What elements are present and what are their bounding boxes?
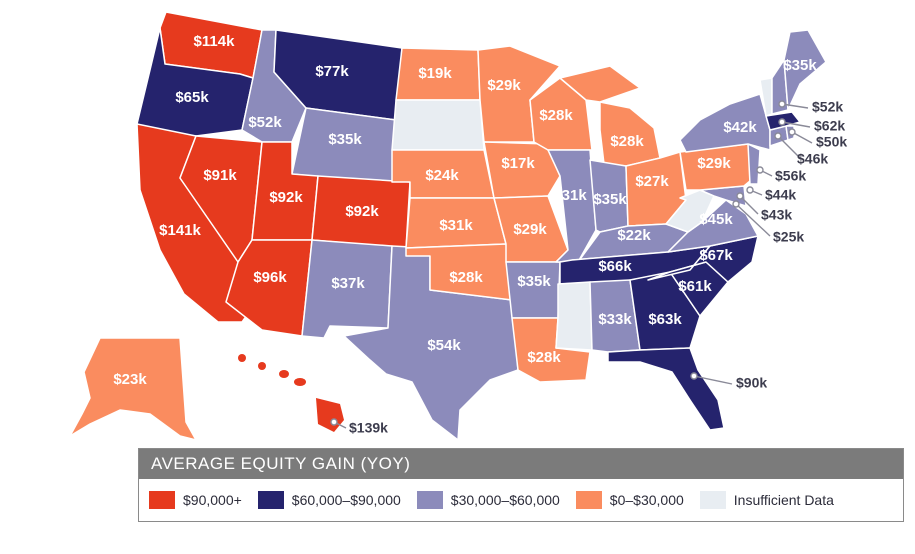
label-nc: $67k: [699, 247, 733, 264]
state-ar: [505, 261, 561, 319]
label-mo: $29k: [513, 221, 547, 238]
label-ny: $42k: [723, 119, 757, 136]
callout-nh: $52k: [812, 99, 843, 115]
label-ks: $31k: [439, 217, 473, 234]
callout-dc: $25k: [773, 229, 804, 245]
label-wa: $114k: [194, 33, 236, 50]
label-tx: $54k: [427, 337, 461, 354]
state-nj: [747, 143, 761, 185]
label-ok: $28k: [449, 269, 483, 286]
legend-item-tier4: $0–$30,000: [575, 491, 684, 509]
state-sd: [391, 99, 485, 151]
label-pa: $29k: [697, 155, 731, 172]
callout-hi: $139k: [349, 420, 388, 436]
callout-leaders: [330, 100, 813, 429]
callout-md: $43k: [761, 207, 792, 223]
label-al: $33k: [598, 311, 632, 328]
legend-swatch-tier4: [575, 491, 602, 509]
label-me: $35k: [783, 57, 817, 74]
legend-items: $90,000+ $60,000–$90,000 $30,000–$60,000…: [139, 479, 903, 521]
callout-de: $44k: [765, 187, 796, 203]
label-co: $92k: [345, 203, 379, 220]
state-me: [783, 29, 827, 111]
legend-swatch-tier2: [257, 491, 284, 509]
label-az: $96k: [253, 269, 287, 286]
label-ut: $92k: [269, 189, 303, 206]
label-va: $45k: [699, 211, 733, 228]
legend-swatch-tier1: [149, 491, 175, 509]
legend-label-tier3: $30,000–$60,000: [450, 492, 560, 508]
legend-item-tier3: $30,000–$60,000: [416, 491, 560, 509]
legend-title: AVERAGE EQUITY GAIN (YOY): [139, 449, 903, 479]
label-mi: $28k: [610, 133, 644, 150]
legend-swatch-tier3: [416, 491, 443, 509]
label-oh: $27k: [635, 173, 669, 190]
label-nm: $37k: [331, 275, 365, 292]
callout-ri: $50k: [816, 134, 847, 150]
label-mt: $77k: [315, 63, 349, 80]
callout-nj: $56k: [775, 168, 806, 184]
label-ia: $17k: [501, 155, 535, 172]
label-wi: $28k: [539, 107, 573, 124]
legend-label-tier1: $90,000+: [183, 492, 242, 508]
label-ar: $35k: [517, 273, 551, 290]
label-or: $65k: [175, 89, 209, 106]
legend-item-tier2: $60,000–$90,000: [257, 491, 401, 509]
label-la: $28k: [527, 349, 561, 366]
callout-ct: $46k: [797, 151, 828, 167]
label-id: $52k: [248, 114, 282, 131]
state-ms: [555, 281, 593, 351]
label-il: $31k: [553, 187, 587, 204]
label-tn: $66k: [598, 258, 632, 275]
legend-item-tier1: $90,000+: [149, 491, 242, 509]
state-fl: [607, 347, 725, 431]
label-ca: $141k: [159, 222, 201, 239]
state-ak: [69, 337, 197, 441]
legend-swatch-none: [699, 491, 726, 509]
callout-ma: $62k: [814, 118, 845, 134]
label-ky: $22k: [617, 227, 651, 244]
callout-fl: $90k: [736, 375, 767, 391]
label-ne: $24k: [425, 167, 459, 184]
legend-label-none: Insufficient Data: [733, 492, 834, 508]
label-ak: $23k: [113, 371, 147, 388]
label-wy: $35k: [328, 131, 362, 148]
state-hi: [238, 354, 344, 432]
label-nd: $19k: [418, 65, 452, 82]
legend-label-tier4: $0–$30,000: [609, 492, 684, 508]
label-in: $35k: [593, 191, 627, 208]
legend-label-tier2: $60,000–$90,000: [291, 492, 401, 508]
state-mi-up: [559, 65, 641, 103]
label-mn: $29k: [487, 77, 521, 94]
label-nv: $91k: [203, 167, 237, 184]
legend: AVERAGE EQUITY GAIN (YOY) $90,000+ $60,0…: [138, 448, 904, 522]
label-ga: $63k: [648, 311, 682, 328]
legend-item-none: Insufficient Data: [699, 491, 834, 509]
label-sc: $61k: [678, 278, 712, 295]
state-or: [136, 27, 254, 137]
